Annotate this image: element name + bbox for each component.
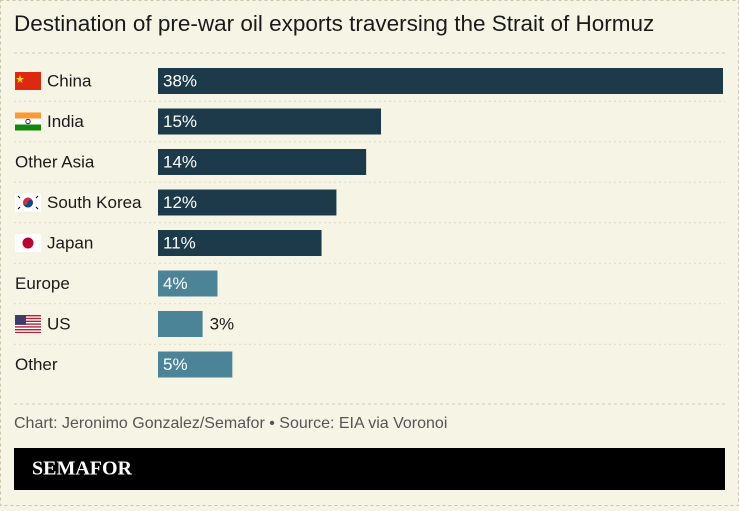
category-label: Europe <box>15 274 70 293</box>
bar <box>158 189 337 216</box>
brand-bar <box>14 448 725 490</box>
value-label: 3% <box>210 314 235 333</box>
bar <box>158 270 218 297</box>
value-label: 15% <box>163 112 197 131</box>
value-label: 4% <box>163 274 188 293</box>
bar <box>158 311 203 337</box>
flag-india <box>15 112 41 131</box>
bar <box>158 230 322 256</box>
brand: SEMAFOR <box>32 458 133 480</box>
bar <box>158 68 723 94</box>
category-label: Other <box>15 355 58 374</box>
value-label: 5% <box>163 355 188 374</box>
category-label: US <box>47 314 71 333</box>
bar <box>158 351 233 378</box>
bar <box>158 149 367 175</box>
category-label: South Korea <box>47 193 142 212</box>
value-label: 12% <box>163 193 197 212</box>
category-label: Other Asia <box>15 152 95 171</box>
value-label: 11% <box>163 233 196 252</box>
category-label: India <box>47 112 84 131</box>
category-label: Japan <box>47 233 93 252</box>
category-label: China <box>47 71 92 90</box>
flag-china <box>15 72 41 90</box>
chart-title: Destination of pre-war oil exports trave… <box>14 11 654 36</box>
flag-south-korea <box>15 193 41 212</box>
flag-japan <box>15 234 41 252</box>
value-label: 14% <box>163 152 197 171</box>
source: Chart: Jeronimo Gonzalez/Semafor • Sourc… <box>14 415 447 432</box>
bar <box>158 108 382 135</box>
value-label: 38% <box>163 71 197 90</box>
flag-us <box>15 315 41 333</box>
